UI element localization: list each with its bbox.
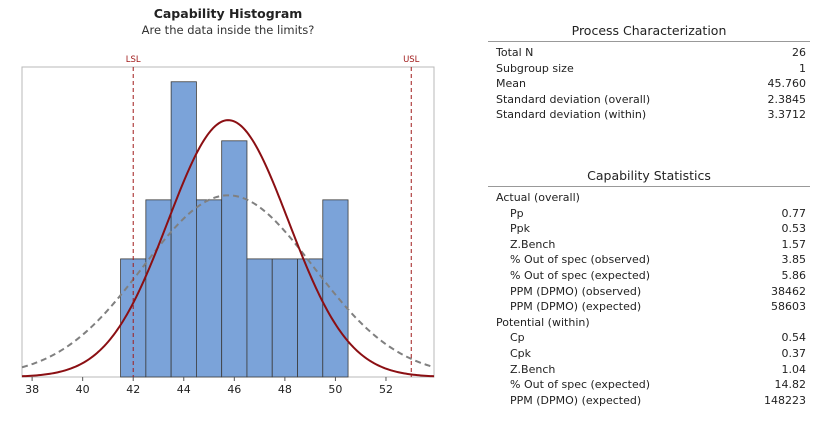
capability-row-value: 3.85 <box>781 253 807 267</box>
process-row-value: 45.760 <box>767 77 807 91</box>
capability-row-value: 0.53 <box>781 222 807 236</box>
capability-row-label: PPM (DPMO) (expected) <box>510 393 642 407</box>
x-tick-label: 44 <box>177 383 191 396</box>
capability-row-label: Potential (within) <box>496 315 590 329</box>
capability-row-value: 1.04 <box>781 362 807 376</box>
process-row: Subgroup size 1 <box>488 61 806 76</box>
capability-row: Pp 0.77 <box>488 206 806 221</box>
capability-row-value: 148223 <box>764 393 806 407</box>
process-row: Total N 26 <box>488 45 806 60</box>
capability-row: PPM (DPMO) (observed) 38462 <box>488 284 806 299</box>
x-tick-label: 38 <box>25 383 39 396</box>
x-tick-label: 50 <box>328 383 342 396</box>
histogram-bar <box>221 140 248 378</box>
capability-row-label: Z.Bench <box>510 237 556 251</box>
process-row-value: 26 <box>792 46 806 59</box>
capability-row-label: Z.Bench <box>510 362 556 376</box>
usl-label: USL <box>403 55 420 65</box>
lsl-label: LSL <box>126 55 141 65</box>
process-row-label: Total N <box>496 46 534 59</box>
capability-row-value: 0.54 <box>781 331 807 345</box>
process-row-value: 2.3845 <box>767 92 807 106</box>
capability-row: Ppk 0.53 <box>488 221 806 236</box>
capability-row: Z.Bench 1.57 <box>488 237 806 252</box>
x-tick-label: 48 <box>278 383 292 396</box>
within-normal-curve <box>21 194 435 369</box>
capability-row-label: PPM (DPMO) (observed) <box>510 284 642 298</box>
x-tick-label: 40 <box>76 383 90 396</box>
process-row: Standard deviation (within) 3.3712 <box>488 107 806 122</box>
histogram-bar <box>297 258 324 378</box>
process-row-label: Standard deviation (overall) <box>496 92 651 106</box>
capability-row: Cpk 0.37 <box>488 346 806 361</box>
overall-normal-curve <box>21 119 435 378</box>
capability-row-label: Actual (overall) <box>496 191 580 204</box>
capability-row-label: Pp <box>510 206 524 220</box>
capability-row: Potential (within) <box>488 315 806 330</box>
process-row-value: 1 <box>799 61 806 75</box>
process-row-label: Standard deviation (within) <box>496 108 647 122</box>
capability-row: % Out of spec (observed) 3.85 <box>488 252 806 267</box>
process-row-label: Mean <box>496 77 526 91</box>
histogram-bar <box>322 199 349 378</box>
capability-row: Actual (overall) <box>488 190 806 205</box>
capability-row-label: Cp <box>510 331 525 345</box>
capability-row-value: 0.37 <box>781 347 807 360</box>
capability-row: % Out of spec (expected) 14.82 <box>488 377 806 392</box>
capability-row-value: 38462 <box>771 284 806 298</box>
process-row: Standard deviation (overall) 2.3845 <box>488 92 806 107</box>
capability-row-label: % Out of spec (expected) <box>510 269 651 282</box>
histogram-bar <box>170 81 197 378</box>
histogram-bar <box>196 199 223 378</box>
histogram-bar <box>145 199 172 378</box>
capability-row-value: 58603 <box>771 300 806 314</box>
capability-row-value: 14.82 <box>774 378 807 392</box>
capability-row-label: PPM (DPMO) (expected) <box>510 300 642 314</box>
process-row: Mean 45.760 <box>488 76 806 91</box>
capability-row: PPM (DPMO) (expected) 58603 <box>488 299 806 314</box>
capability-row-label: Ppk <box>510 222 530 236</box>
x-tick-label: 46 <box>227 383 241 396</box>
process-row-value: 3.3712 <box>767 108 807 122</box>
capability-row-label: Cpk <box>510 347 532 360</box>
capability-row: Cp 0.54 <box>488 330 806 345</box>
capability-row: % Out of spec (expected) 5.86 <box>488 268 806 283</box>
capability-row-label: % Out of spec (observed) <box>510 253 651 267</box>
capability-row-value: 5.86 <box>781 269 807 282</box>
x-tick-label: 52 <box>379 383 393 396</box>
capability-row-value: 1.57 <box>781 237 807 251</box>
capability-row: PPM (DPMO) (expected) 148223 <box>488 393 806 408</box>
process-characterization-title: Process Characterization <box>488 23 810 42</box>
histogram-bar <box>271 258 298 378</box>
chart-title: Capability Histogram <box>154 6 303 21</box>
capability-statistics-title: Capability Statistics <box>488 168 810 187</box>
capability-row-label: % Out of spec (expected) <box>510 378 651 392</box>
capability-row-value: 0.77 <box>781 206 807 220</box>
capability-row: Z.Bench 1.04 <box>488 362 806 377</box>
process-row-label: Subgroup size <box>496 61 574 75</box>
chart-subtitle: Are the data inside the limits? <box>142 23 315 37</box>
histogram-bar <box>246 258 273 378</box>
x-tick-label: 42 <box>126 383 140 396</box>
